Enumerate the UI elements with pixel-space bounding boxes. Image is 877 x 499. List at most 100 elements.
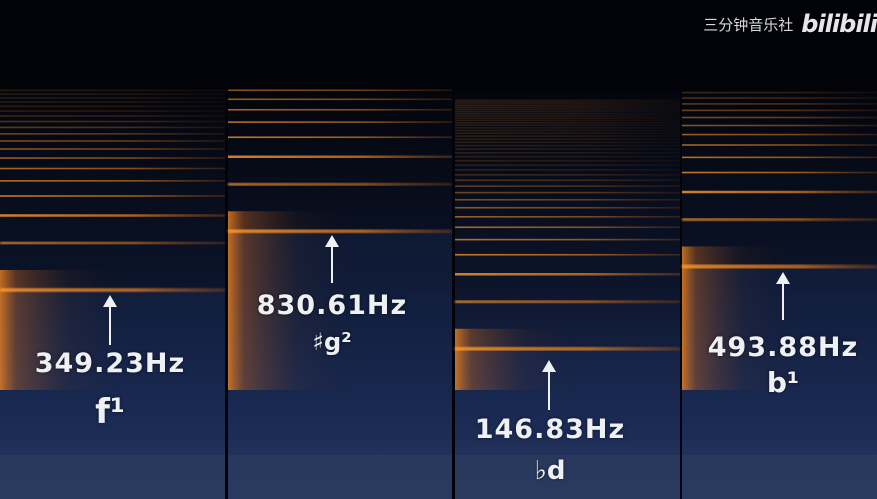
attack-glow	[682, 246, 799, 390]
harmonic-line	[455, 191, 680, 194]
harmonic-line	[228, 108, 452, 111]
harmonic-line	[455, 174, 680, 176]
note-label: b¹	[766, 366, 800, 399]
harmonic-line	[455, 103, 680, 105]
harmonic-line	[228, 136, 452, 139]
attack-glow	[455, 328, 590, 390]
harmonic-line	[455, 300, 680, 304]
harmonic-line	[682, 103, 877, 105]
note-label: ♯g²	[312, 328, 352, 356]
harmonic-line	[455, 151, 680, 154]
harmonic-line	[455, 132, 680, 135]
floor-band	[682, 455, 877, 499]
attack-glow	[228, 211, 363, 390]
harmonic-line	[455, 159, 680, 162]
floor-band	[455, 455, 680, 499]
harmonic-line	[682, 116, 877, 119]
panel-background	[455, 90, 680, 499]
harmonic-line	[682, 91, 877, 94]
spectrogram-panel	[455, 90, 680, 499]
arrow-up-icon	[325, 235, 339, 283]
spectrogram-panel	[228, 89, 452, 499]
frequency-label: 493.88Hz	[707, 332, 859, 363]
harmonic-line	[455, 122, 680, 124]
harmonic-line	[0, 89, 225, 92]
harmonic-line	[455, 198, 680, 201]
frequency-label: 146.83Hz	[474, 414, 626, 445]
note-label: ♭d	[534, 456, 566, 486]
harmonic-line	[455, 185, 680, 187]
harmonic-line	[0, 115, 225, 117]
harmonic-line	[682, 264, 877, 269]
harmonic-line	[455, 138, 680, 140]
harmonic-line	[455, 347, 680, 351]
spectrogram-panel	[682, 90, 877, 499]
harmonic-line	[455, 273, 680, 276]
harmonic-line	[682, 156, 877, 159]
harmonic-line	[455, 108, 680, 111]
harmonic-line	[0, 126, 225, 129]
harmonic-line	[228, 155, 452, 159]
spectrogram-panel	[0, 89, 225, 499]
harmonic-line	[455, 110, 680, 113]
bilibili-logo: bilibili	[801, 10, 877, 38]
harmonic-line	[455, 216, 680, 218]
harmonic-line	[0, 93, 225, 95]
arrow-up-icon	[103, 295, 117, 345]
harmonic-line	[455, 144, 680, 147]
harmonic-line	[0, 180, 225, 182]
harmonic-line	[0, 157, 225, 159]
floor-band	[0, 455, 225, 499]
watermark: 三分钟音乐社 bilibili	[703, 10, 877, 38]
harmonic-line	[682, 171, 877, 174]
harmonic-line	[455, 129, 680, 132]
harmonic-line	[228, 98, 452, 101]
harmonic-line	[455, 112, 680, 115]
harmonic-line	[0, 288, 225, 292]
harmonic-line	[455, 206, 680, 209]
harmonic-line	[455, 104, 680, 107]
harmonic-line	[455, 179, 680, 182]
harmonic-line	[455, 117, 680, 119]
harmonic-line	[682, 97, 877, 99]
harmonic-line	[455, 253, 680, 256]
harmonic-line	[455, 141, 680, 144]
harmonic-line	[455, 169, 680, 171]
harmonic-line	[455, 127, 680, 129]
harmonic-line	[682, 124, 877, 127]
harmonic-line	[0, 140, 225, 142]
harmonic-line	[455, 135, 680, 137]
harmonic-line	[0, 97, 225, 99]
harmonic-line	[455, 99, 680, 102]
frequency-label: 349.23Hz	[34, 348, 186, 379]
harmonic-line	[0, 105, 225, 108]
harmonic-line	[455, 106, 680, 109]
harmonic-line	[455, 148, 680, 150]
harmonic-line	[682, 218, 877, 221]
note-label: f¹	[95, 392, 125, 432]
harmonic-line	[455, 101, 680, 103]
harmonic-line	[0, 214, 225, 217]
harmonic-line	[682, 133, 877, 136]
arrow-up-icon	[542, 360, 556, 410]
frequency-label: 830.61Hz	[256, 290, 408, 321]
harmonic-line	[455, 164, 680, 166]
harmonic-line	[455, 119, 680, 122]
harmonic-line	[455, 226, 680, 229]
harmonic-line	[0, 195, 225, 197]
harmonic-line	[682, 109, 877, 112]
harmonic-line	[455, 115, 680, 117]
harmonic-line	[228, 89, 452, 92]
arrow-up-icon	[776, 272, 790, 320]
harmonic-line	[228, 121, 452, 123]
harmonic-line	[0, 167, 225, 170]
harmonic-line	[0, 133, 225, 135]
harmonic-line	[0, 110, 225, 112]
harmonic-line	[0, 148, 225, 150]
harmonic-line	[455, 238, 680, 241]
harmonic-line	[455, 155, 680, 158]
harmonic-line	[228, 229, 452, 234]
harmonic-line	[0, 101, 225, 103]
